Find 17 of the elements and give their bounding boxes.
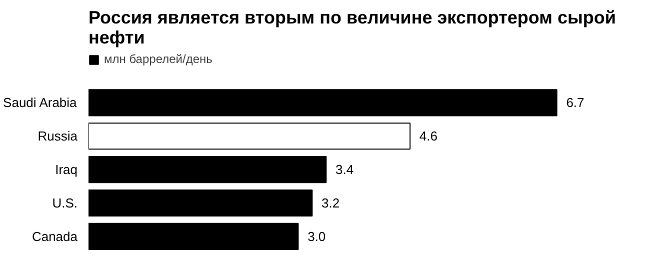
- bar: [88, 89, 558, 116]
- chart-title: Россия является вторым по величине экспортером сырой нефти: [88, 8, 616, 48]
- data-label: 4.6: [419, 128, 438, 144]
- bar: [88, 189, 313, 217]
- legend-label: млн баррелей/день: [104, 52, 212, 66]
- data-label: 6.7: [566, 95, 584, 110]
- data-label: 3.0: [308, 228, 326, 244]
- bar: [88, 222, 299, 250]
- y-tick-label: Iraq: [55, 162, 78, 178]
- y-tick-label: Canada: [32, 228, 78, 244]
- y-tick-label: Russia: [38, 128, 78, 144]
- bar: [88, 122, 411, 150]
- bar: [88, 156, 327, 184]
- data-label: 3.4: [336, 162, 354, 178]
- data-label: 3.2: [322, 195, 340, 210]
- y-tick-label: U.S.: [52, 195, 78, 210]
- y-tick-label: Saudi Arabia: [3, 95, 78, 110]
